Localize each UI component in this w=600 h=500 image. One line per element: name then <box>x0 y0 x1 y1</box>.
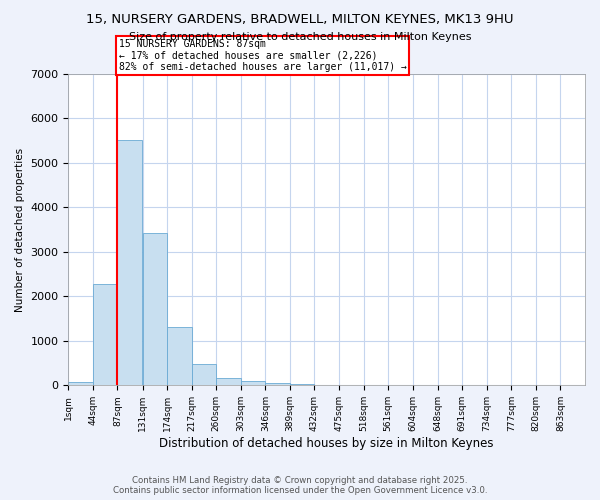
Bar <box>265 383 290 386</box>
Bar <box>68 382 93 386</box>
Text: Size of property relative to detached houses in Milton Keynes: Size of property relative to detached ho… <box>129 32 471 42</box>
X-axis label: Distribution of detached houses by size in Milton Keynes: Distribution of detached houses by size … <box>160 437 494 450</box>
Bar <box>93 284 118 386</box>
Bar <box>290 384 314 386</box>
Text: Contains HM Land Registry data © Crown copyright and database right 2025.
Contai: Contains HM Land Registry data © Crown c… <box>113 476 487 495</box>
Bar <box>241 381 265 386</box>
Y-axis label: Number of detached properties: Number of detached properties <box>15 148 25 312</box>
Text: 15, NURSERY GARDENS, BRADWELL, MILTON KEYNES, MK13 9HU: 15, NURSERY GARDENS, BRADWELL, MILTON KE… <box>86 12 514 26</box>
Bar <box>167 326 192 386</box>
Text: 15 NURSERY GARDENS: 87sqm
← 17% of detached houses are smaller (2,226)
82% of se: 15 NURSERY GARDENS: 87sqm ← 17% of detac… <box>119 39 407 72</box>
Bar <box>216 378 241 386</box>
Bar <box>118 140 142 386</box>
Bar <box>192 364 216 386</box>
Bar <box>143 233 167 386</box>
